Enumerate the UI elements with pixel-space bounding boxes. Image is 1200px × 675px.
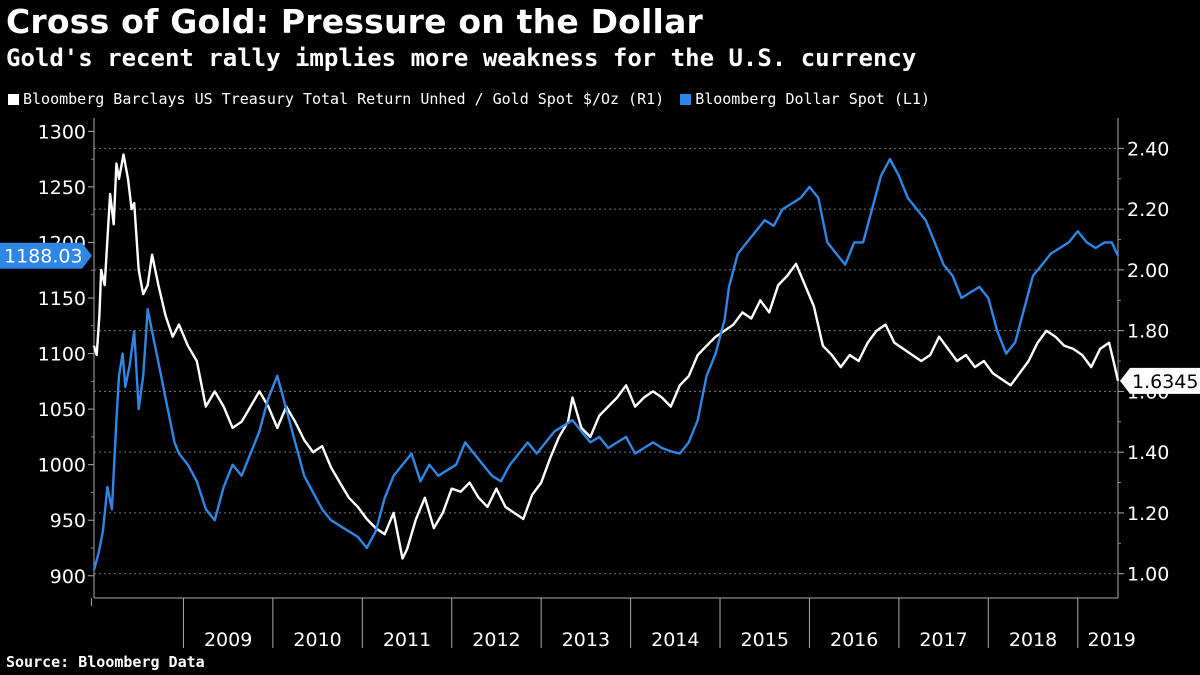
- right-tick-label-4: 1.80: [1127, 321, 1169, 343]
- series-line-0: [92, 153, 1120, 560]
- legend-swatch-blue: [680, 93, 692, 105]
- left-tick-label-7: 1250: [38, 177, 86, 199]
- x-tick-label-0: 2009: [204, 629, 252, 651]
- x-tick-label-1: 2010: [293, 629, 341, 651]
- chart-subtitle: Gold's recent rally implies more weaknes…: [6, 44, 917, 72]
- x-tick-label-3: 2012: [472, 629, 520, 651]
- right-tick-label-0: 1.00: [1127, 564, 1169, 586]
- left-tick-label-2: 1000: [38, 455, 86, 477]
- x-tick-label-10: 2019: [1088, 629, 1136, 651]
- white-last-value-label: 1.6345: [1132, 371, 1198, 393]
- series-line-1: [92, 157, 1120, 571]
- left-tick-label-3: 1050: [38, 399, 86, 421]
- left-tick-label-8: 1300: [38, 121, 86, 143]
- x-tick-label-7: 2016: [830, 629, 878, 651]
- x-tick-label-4: 2013: [562, 629, 610, 651]
- x-tick-label-2: 2011: [383, 629, 431, 651]
- chart-title: Cross of Gold: Pressure on the Dollar: [6, 2, 704, 41]
- x-tick-label-5: 2014: [651, 629, 699, 651]
- left-tick-label-0: 900: [50, 566, 86, 588]
- left-tick-label-4: 1100: [38, 344, 86, 366]
- right-tick-label-7: 2.40: [1127, 138, 1169, 160]
- legend-item-blue-series[interactable]: Bloomberg Dollar Spot (L1): [680, 90, 930, 108]
- source-note: Source: Bloomberg Data: [6, 653, 205, 671]
- right-tick-label-1: 1.20: [1127, 503, 1169, 525]
- x-tick-label-8: 2017: [919, 629, 967, 651]
- legend: Bloomberg Barclays US Treasury Total Ret…: [8, 90, 930, 108]
- right-tick-label-5: 2.00: [1127, 260, 1169, 282]
- left-tick-label-5: 1150: [38, 288, 86, 310]
- legend-label-blue: Bloomberg Dollar Spot (L1): [695, 90, 930, 108]
- left-tick-label-1: 950: [50, 510, 86, 532]
- right-tick-label-2: 1.40: [1127, 442, 1169, 464]
- blue-last-value-label: 1188.03: [4, 246, 83, 268]
- legend-label-white: Bloomberg Barclays US Treasury Total Ret…: [23, 90, 665, 108]
- right-tick-label-6: 2.20: [1127, 199, 1169, 221]
- x-tick-label-9: 2018: [1009, 629, 1057, 651]
- legend-swatch-white: [8, 93, 19, 105]
- white-last-value-badge: [1120, 367, 1200, 394]
- x-tick-label-6: 2015: [741, 629, 789, 651]
- blue-last-value-badge: [0, 242, 92, 269]
- legend-item-white-series[interactable]: Bloomberg Barclays US Treasury Total Ret…: [8, 90, 664, 108]
